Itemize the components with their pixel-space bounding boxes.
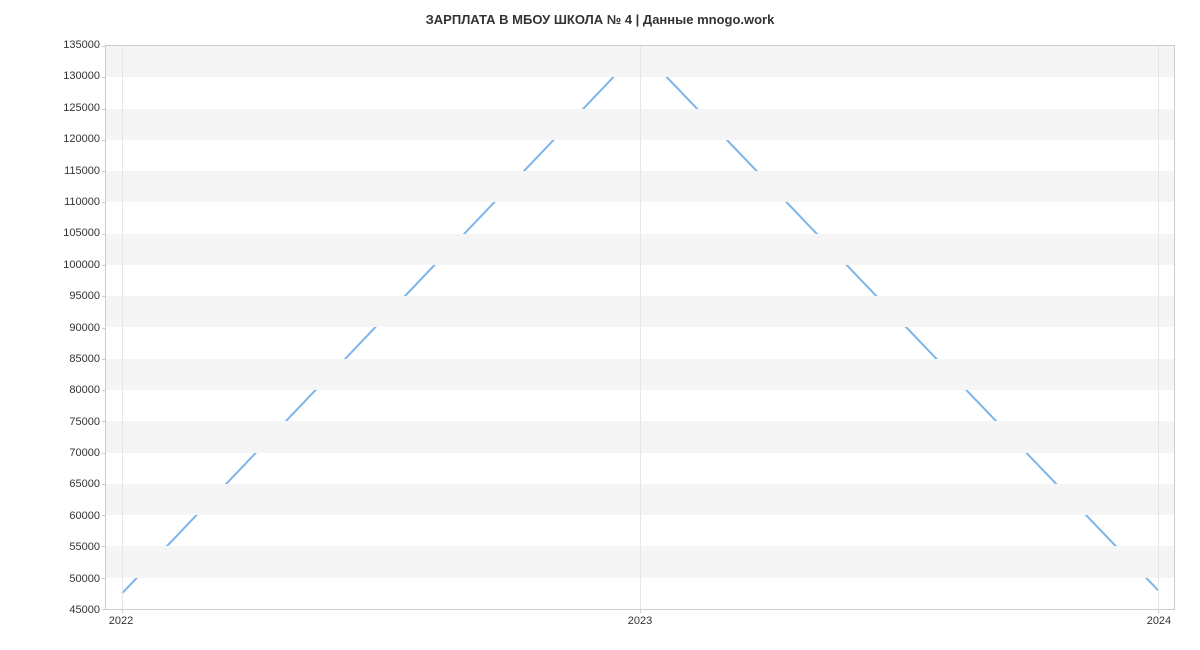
y-tick: [102, 171, 106, 172]
y-tick: [102, 77, 106, 78]
plot-area: [105, 45, 1175, 610]
x-tick: [122, 609, 123, 613]
y-axis-label: 45000: [55, 604, 100, 616]
y-tick: [102, 265, 106, 266]
chart-title: ЗАРПЛАТА В МБОУ ШКОЛА № 4 | Данные mnogo…: [0, 0, 1200, 35]
y-tick: [102, 46, 106, 47]
y-axis-label: 110000: [55, 196, 100, 208]
x-tick: [640, 609, 641, 613]
y-axis-label: 125000: [55, 102, 100, 114]
x-axis-label: 2022: [109, 615, 133, 627]
y-axis-label: 100000: [55, 259, 100, 271]
y-tick: [102, 421, 106, 422]
y-axis-label: 130000: [55, 70, 100, 82]
y-axis-label: 85000: [55, 353, 100, 365]
y-axis-label: 70000: [55, 447, 100, 459]
y-tick: [102, 328, 106, 329]
y-axis-label: 120000: [55, 133, 100, 145]
y-axis-label: 115000: [55, 165, 100, 177]
chart-plot-area: [105, 45, 1175, 610]
y-tick: [102, 140, 106, 141]
y-axis-label: 105000: [55, 227, 100, 239]
y-tick: [102, 296, 106, 297]
y-tick: [102, 202, 106, 203]
x-axis-label: 2023: [628, 615, 652, 627]
y-axis-label: 80000: [55, 384, 100, 396]
y-axis-labels: 4500050000550006000065000700007500080000…: [55, 45, 100, 610]
y-tick: [102, 453, 106, 454]
x-gridline: [1158, 46, 1159, 609]
x-axis-labels: 2022 2023 2024: [105, 615, 1175, 635]
y-axis-label: 65000: [55, 478, 100, 490]
y-axis-label: 50000: [55, 573, 100, 585]
y-tick: [102, 234, 106, 235]
y-axis-label: 55000: [55, 541, 100, 553]
y-tick: [102, 609, 106, 610]
x-gridline: [640, 46, 641, 609]
y-tick: [102, 546, 106, 547]
y-tick: [102, 578, 106, 579]
y-tick: [102, 359, 106, 360]
y-axis-label: 60000: [55, 510, 100, 522]
x-tick: [1158, 609, 1159, 613]
x-gridline: [122, 46, 123, 609]
y-axis-label: 95000: [55, 290, 100, 302]
x-axis-label: 2024: [1147, 615, 1171, 627]
y-axis-label: 75000: [55, 416, 100, 428]
y-axis-label: 90000: [55, 322, 100, 334]
y-axis-label: 135000: [55, 39, 100, 51]
y-tick: [102, 390, 106, 391]
y-tick: [102, 109, 106, 110]
y-tick: [102, 484, 106, 485]
y-tick: [102, 515, 106, 516]
